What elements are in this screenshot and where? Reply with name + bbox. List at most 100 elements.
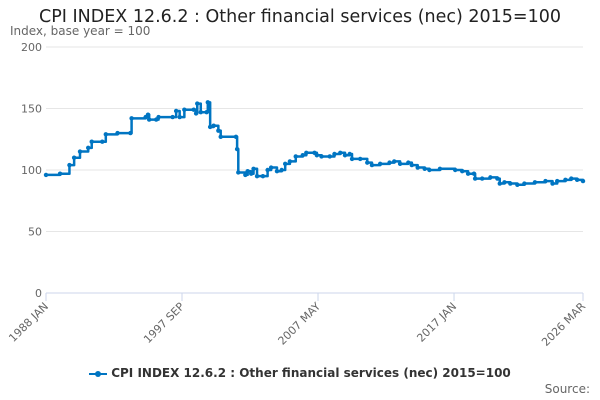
data-point bbox=[100, 139, 105, 144]
data-point bbox=[555, 178, 560, 184]
data-point bbox=[86, 145, 91, 151]
data-point bbox=[129, 116, 134, 121]
data-point bbox=[243, 172, 248, 178]
data-point bbox=[145, 112, 151, 117]
data-point bbox=[479, 176, 485, 181]
data-point bbox=[452, 167, 458, 173]
data-point bbox=[465, 171, 471, 176]
data-point bbox=[182, 107, 187, 112]
data-point bbox=[274, 169, 280, 174]
data-point bbox=[488, 175, 493, 180]
data-point bbox=[234, 146, 240, 152]
data-point bbox=[268, 165, 274, 170]
data-point bbox=[397, 161, 403, 167]
data-point bbox=[327, 154, 332, 159]
data-point bbox=[260, 173, 266, 179]
legend-label: CPI INDEX 12.6.2 : Other financial servi… bbox=[111, 366, 511, 380]
data-point bbox=[146, 117, 152, 122]
data-point bbox=[550, 181, 555, 186]
data-point bbox=[170, 114, 175, 120]
data-point bbox=[293, 154, 298, 159]
data-point bbox=[427, 167, 432, 173]
data-point bbox=[415, 165, 420, 170]
data-point bbox=[216, 128, 221, 133]
data-point bbox=[314, 153, 320, 158]
data-point bbox=[580, 178, 586, 184]
y-tick-label: 0 bbox=[35, 287, 42, 300]
data-point bbox=[377, 161, 383, 167]
data-point bbox=[422, 166, 427, 171]
data-point bbox=[300, 153, 305, 158]
data-point bbox=[156, 114, 161, 120]
chart-title: CPI INDEX 12.6.2 : Other financial servi… bbox=[39, 7, 561, 27]
data-point bbox=[495, 176, 500, 181]
data-point bbox=[218, 134, 223, 139]
data-point bbox=[543, 178, 548, 184]
data-point bbox=[103, 132, 108, 137]
data-point bbox=[497, 181, 502, 186]
data-point bbox=[338, 150, 343, 155]
data-point bbox=[205, 100, 211, 105]
chart-subtitle: Index, base year = 100 bbox=[10, 24, 151, 38]
data-point bbox=[349, 156, 355, 162]
data-point bbox=[254, 173, 260, 179]
data-point bbox=[387, 160, 392, 165]
data-point bbox=[89, 139, 94, 144]
data-point bbox=[515, 182, 520, 187]
x-tick-label: 2007 MAY bbox=[275, 300, 323, 348]
data-point bbox=[282, 161, 288, 167]
source-label: Source: bbox=[544, 382, 590, 396]
data-point bbox=[569, 176, 574, 181]
data-point bbox=[207, 124, 213, 130]
data-point bbox=[128, 130, 133, 136]
data-point bbox=[115, 130, 120, 136]
data-point bbox=[287, 159, 293, 164]
data-point bbox=[532, 180, 538, 185]
data-point bbox=[195, 101, 200, 106]
data-point bbox=[57, 171, 63, 176]
data-point bbox=[460, 169, 465, 174]
data-point bbox=[236, 170, 241, 175]
data-point bbox=[248, 171, 254, 176]
data-point bbox=[245, 169, 250, 174]
legend-marker-icon bbox=[89, 370, 108, 377]
data-point bbox=[233, 134, 239, 139]
data-point bbox=[522, 181, 527, 186]
data-point bbox=[265, 167, 270, 173]
data-point bbox=[198, 109, 203, 115]
data-point bbox=[342, 153, 348, 158]
data-point bbox=[279, 167, 284, 173]
y-tick-label: 50 bbox=[28, 226, 42, 239]
data-point bbox=[43, 172, 49, 178]
data-point bbox=[304, 150, 309, 155]
legend[interactable]: CPI INDEX 12.6.2 : Other financial servi… bbox=[0, 366, 600, 380]
data-point bbox=[204, 109, 209, 115]
x-tick-label: 1988 JAN bbox=[6, 300, 51, 345]
series-line bbox=[46, 101, 585, 187]
data-point bbox=[574, 177, 580, 183]
y-tick-label: 200 bbox=[21, 41, 42, 54]
data-point bbox=[406, 160, 411, 165]
data-point bbox=[563, 177, 568, 183]
y-tick-label: 100 bbox=[21, 164, 42, 177]
data-point bbox=[173, 108, 179, 114]
data-point bbox=[502, 180, 507, 185]
data-point bbox=[392, 159, 397, 164]
y-tick-label: 150 bbox=[21, 103, 42, 116]
data-point bbox=[77, 149, 83, 154]
data-point bbox=[472, 176, 478, 181]
data-point bbox=[211, 123, 216, 128]
data-point bbox=[332, 151, 337, 157]
data-point bbox=[437, 166, 443, 171]
data-point bbox=[409, 162, 415, 168]
data-point bbox=[365, 160, 370, 165]
data-point bbox=[508, 181, 513, 186]
x-tick-label: 1997 SEP bbox=[141, 300, 187, 346]
x-tick-label: 2017 JAN bbox=[414, 300, 459, 345]
data-point bbox=[193, 111, 199, 116]
data-point bbox=[471, 171, 477, 176]
data-point bbox=[347, 151, 352, 157]
data-point bbox=[369, 162, 375, 168]
data-point bbox=[319, 154, 324, 159]
